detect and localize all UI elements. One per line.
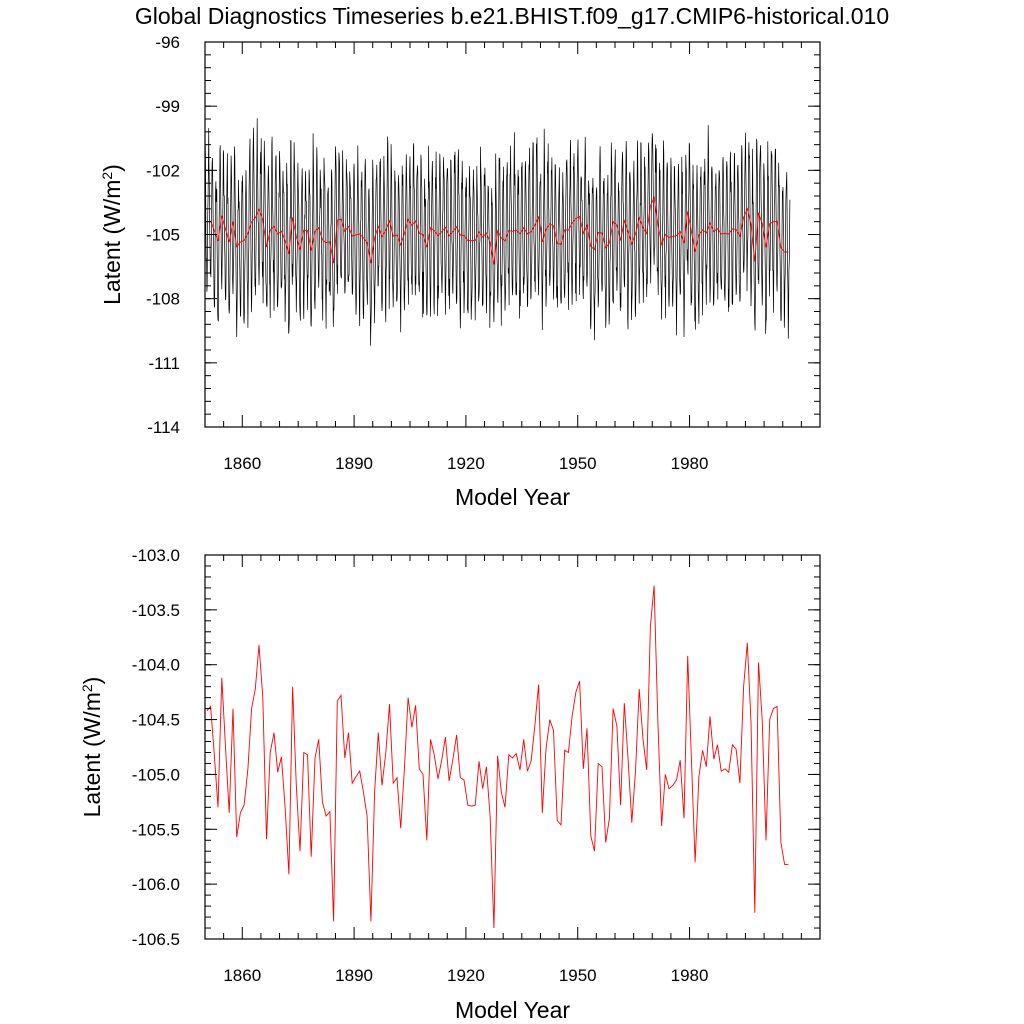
x-tick-label: 1980 (671, 454, 709, 473)
x-tick-label: 1860 (223, 454, 261, 473)
bottom-y-axis-label-sup: 2 (79, 684, 95, 692)
top-panel: 1860 1890 1920 1950 1980 -96 -99 -102 -105 -108 -1… (99, 33, 821, 510)
x-tick-label: 1950 (559, 454, 597, 473)
bottom-y-axis-label: Latent (W/m2) (79, 677, 105, 818)
top-ticks (204, 41, 821, 428)
y-tick-label: -114 (147, 418, 180, 437)
chart-title: Global Diagnostics Timeseries b.e21.BHIS… (135, 3, 889, 29)
x-tick-label: 1920 (447, 454, 485, 473)
top-x-axis-label: Model Year (455, 484, 570, 510)
top-y-axis-label-close: ) (99, 164, 125, 172)
series-line-annual (206, 585, 789, 929)
series-line-annual (206, 196, 789, 265)
y-tick-label: -103.5 (132, 601, 180, 620)
y-tick-label: -104.0 (132, 656, 180, 675)
top-y-axis-label: Latent (W/m2) (99, 164, 125, 305)
bottom-x-axis-label: Model Year (455, 997, 570, 1023)
series-line-monthly (204, 118, 791, 346)
y-tick-label: -108 (146, 290, 180, 309)
top-series-group (204, 118, 791, 346)
x-tick-label: 1980 (671, 966, 709, 985)
bottom-series-group (206, 585, 789, 929)
top-y-axis-label-sup: 2 (99, 172, 115, 180)
y-tick-label: -105.0 (132, 765, 180, 784)
y-tick-label: -105 (146, 226, 180, 245)
y-tick-label: -103.0 (132, 546, 180, 565)
y-tick-label: -105.5 (132, 820, 180, 839)
bottom-y-axis-label-close: ) (79, 677, 105, 685)
top-y-axis-label-text: Latent (W/m (99, 180, 125, 305)
y-tick-label: -111 (148, 354, 180, 373)
y-tick-label: -102 (146, 161, 180, 180)
y-tick-label: -96 (155, 33, 180, 52)
x-tick-label: 1860 (223, 966, 261, 985)
y-tick-label: -106.0 (132, 875, 180, 894)
bottom-ticks (204, 554, 821, 940)
x-tick-label: 1950 (559, 966, 597, 985)
bottom-plot-frame (204, 554, 821, 940)
x-tick-label: 1890 (335, 454, 373, 473)
x-tick-label: 1920 (447, 966, 485, 985)
bottom-y-axis-label-text: Latent (W/m (79, 692, 105, 817)
x-tick-label: 1890 (335, 966, 373, 985)
y-tick-label: -99 (155, 97, 180, 116)
y-tick-label: -104.5 (132, 711, 180, 730)
top-tick-labels: 1860 1890 1920 1950 1980 -96 -99 -102 -105 -108 -1… (146, 33, 708, 473)
bottom-panel: 1860 1890 1920 1950 1980 -103.0 -103.5 -104.0 -1… (79, 546, 821, 1023)
bottom-tick-labels: 1860 1890 1920 1950 1980 -103.0 -103.5 -104.0 -1… (132, 546, 709, 985)
y-tick-label: -106.5 (132, 930, 180, 949)
